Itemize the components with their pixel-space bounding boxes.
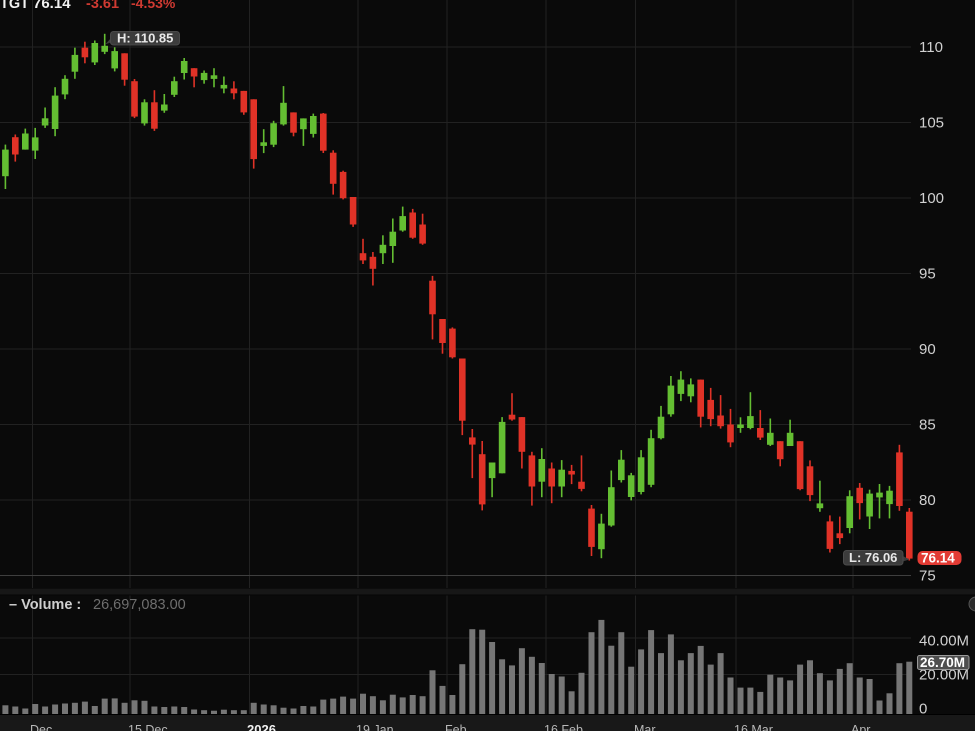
svg-text:Apr: Apr	[851, 723, 870, 731]
svg-text:2026: 2026	[247, 722, 276, 731]
svg-text:90: 90	[919, 341, 936, 358]
svg-text:76.14: 76.14	[33, 0, 71, 12]
svg-text:75: 75	[919, 568, 936, 585]
svg-text:100: 100	[919, 190, 944, 207]
svg-text:16 Feb: 16 Feb	[544, 723, 583, 731]
svg-text:26,697,083.00: 26,697,083.00	[93, 597, 186, 613]
svg-text:Feb: Feb	[445, 723, 467, 731]
svg-text:Mar: Mar	[634, 723, 656, 731]
svg-text:76.14: 76.14	[921, 551, 955, 566]
svg-text:95: 95	[919, 266, 936, 283]
svg-text:– Volume :: – Volume :	[9, 597, 81, 613]
svg-text:16 Mar: 16 Mar	[734, 723, 773, 731]
svg-text:40.00M: 40.00M	[919, 633, 969, 650]
svg-text:-4.53%: -4.53%	[131, 0, 176, 11]
svg-text:L: 76.06: L: 76.06	[849, 550, 897, 565]
svg-text:19 Jan: 19 Jan	[356, 723, 394, 731]
svg-text:110: 110	[919, 39, 943, 56]
svg-text:80: 80	[919, 492, 936, 509]
svg-text:TGT: TGT	[0, 0, 29, 12]
svg-text:0: 0	[919, 701, 927, 718]
svg-text:85: 85	[919, 417, 936, 434]
svg-text:Dec: Dec	[30, 723, 52, 731]
svg-text:H: 110.85: H: 110.85	[117, 31, 173, 46]
svg-text:26.70M: 26.70M	[920, 655, 965, 670]
svg-text:20.00M: 20.00M	[919, 667, 969, 684]
svg-text:15 Dec: 15 Dec	[128, 723, 168, 731]
svg-text:-3.61: -3.61	[86, 0, 119, 12]
svg-text:105: 105	[919, 115, 944, 132]
